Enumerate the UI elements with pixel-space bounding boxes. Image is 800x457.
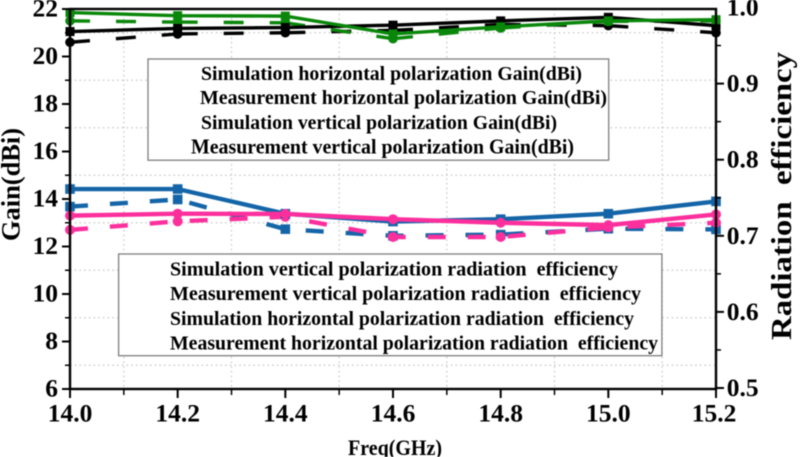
svg-text:14: 14: [33, 183, 59, 212]
svg-text:0.9: 0.9: [727, 69, 759, 98]
svg-text:0.5: 0.5: [727, 373, 759, 402]
svg-text:14.2: 14.2: [155, 399, 200, 428]
svg-text:10: 10: [33, 278, 59, 307]
svg-text:6: 6: [45, 373, 58, 402]
svg-text:Simulation vertical polarizati: Simulation vertical polarization Gain(dB…: [201, 112, 557, 134]
svg-text:14.8: 14.8: [478, 399, 523, 428]
svg-text:20: 20: [33, 41, 59, 70]
svg-text:8: 8: [45, 326, 58, 355]
svg-text:Measurement horizontal polariz: Measurement horizontal polarization radi…: [170, 332, 658, 354]
svg-text:Radiation efficiency: Radiation efficiency: [766, 51, 798, 340]
svg-text:15.2: 15.2: [692, 399, 737, 428]
svg-text:18: 18: [33, 88, 59, 117]
svg-text:Gain(dBi): Gain(dBi): [0, 128, 26, 241]
svg-text:Measurement vertical polarizat: Measurement vertical polarization Gain(d…: [191, 135, 574, 159]
svg-text:16: 16: [33, 136, 59, 165]
svg-text:Simulation horizontal polariza: Simulation horizontal polarization Gain(…: [201, 63, 582, 85]
svg-text:14.6: 14.6: [371, 399, 416, 428]
svg-text:22: 22: [33, 0, 59, 22]
svg-text:Simulation vertical polarizati: Simulation vertical polarization radiati…: [170, 259, 618, 281]
svg-text:Simulation horizontal polariza: Simulation horizontal polarization radia…: [170, 308, 634, 330]
svg-text:0.6: 0.6: [727, 297, 759, 326]
svg-text:Freq(GHz): Freq(GHz): [348, 435, 442, 457]
svg-text:14.0: 14.0: [48, 399, 93, 428]
svg-text:1.0: 1.0: [727, 0, 759, 22]
svg-text:Measurement vertical polarizat: Measurement vertical polarization radiat…: [170, 283, 641, 305]
svg-text:12: 12: [33, 231, 59, 260]
svg-text:0.7: 0.7: [727, 221, 759, 250]
svg-text:Measurement horizontal polariz: Measurement horizontal polarization Gain…: [200, 87, 607, 109]
svg-text:14.4: 14.4: [263, 399, 308, 428]
svg-text:0.8: 0.8: [727, 145, 759, 174]
svg-text:15.0: 15.0: [586, 399, 631, 428]
